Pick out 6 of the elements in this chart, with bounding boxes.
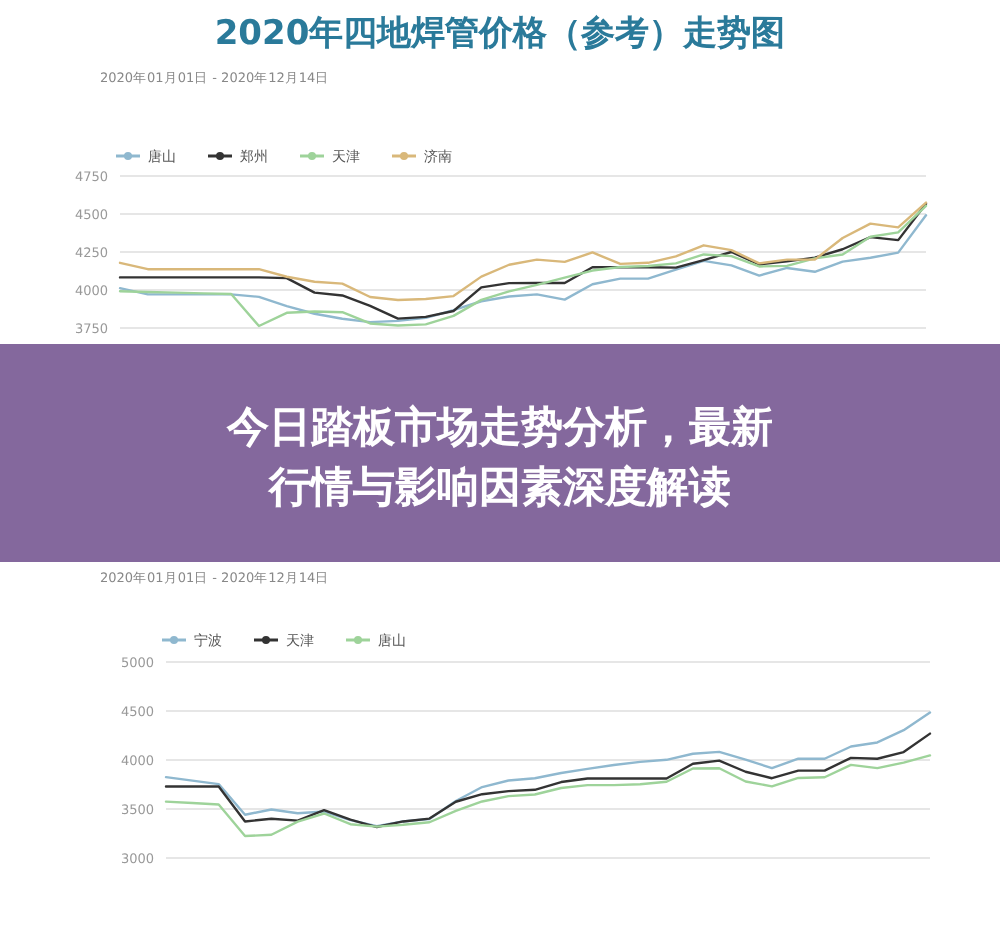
text: 今日踏板市场走势分析，最新行情与影响因素深度解读 (225, 403, 773, 511)
line-series (164, 711, 932, 828)
line-series (118, 201, 928, 302)
line-series (164, 732, 932, 829)
chart-title: 2020年四地焊管价格（参考）走势图 (214, 14, 786, 54)
line-series (164, 754, 932, 838)
